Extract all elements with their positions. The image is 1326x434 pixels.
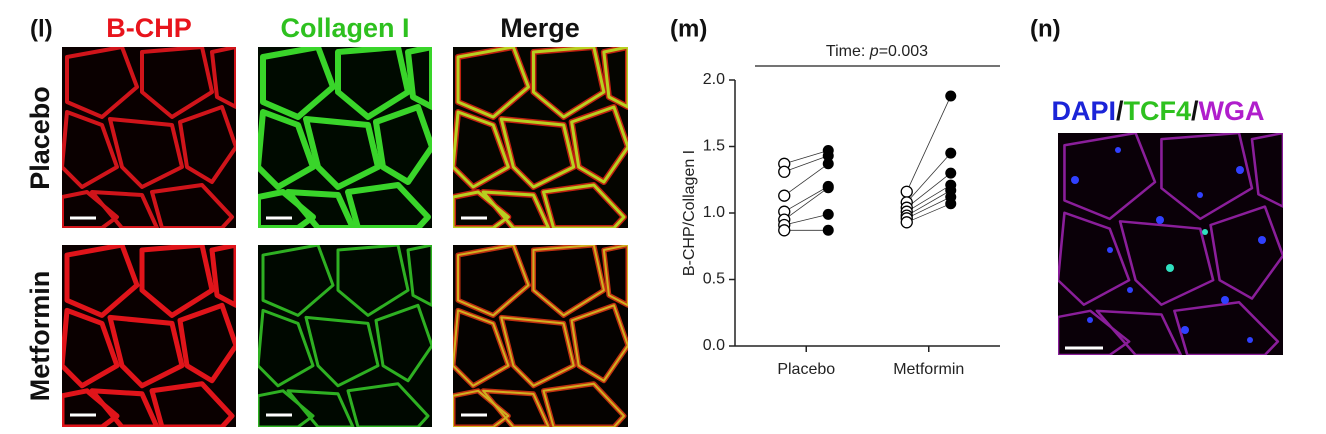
point-after [822, 182, 834, 194]
annotation: Time: p=0.003 [826, 43, 928, 60]
point-after [945, 147, 957, 159]
stain: DAPI [1051, 96, 1116, 126]
point-after [822, 208, 834, 220]
stain: TCF4 [1124, 96, 1192, 126]
y-tick-label: 0.5 [703, 271, 725, 288]
panel-label: (m) [670, 15, 707, 42]
point-before [778, 224, 791, 237]
panel-label: (n) [1030, 15, 1061, 42]
pair-line [906, 196, 951, 219]
pair-line [784, 187, 829, 220]
micrographs [62, 47, 628, 427]
point-after [945, 90, 957, 102]
point-after [822, 150, 834, 162]
column-header: Collagen I [280, 13, 409, 43]
y-tick-label: 2.0 [703, 71, 725, 88]
x-tick-label: Placebo [777, 361, 835, 378]
y-tick-label: 0.0 [703, 337, 725, 354]
annotation-part: Time: [826, 43, 870, 60]
pair-line [784, 186, 829, 213]
pair-line [906, 152, 952, 203]
chart: 0.0 0.5 1.0 1.5 2.0 B-CHP/Collagen I Time: p=0… [681, 43, 1000, 378]
separator: / [1191, 96, 1199, 126]
row-label: Placebo [25, 86, 55, 190]
pair-line [784, 213, 829, 226]
pair-line [906, 184, 951, 213]
pair-line [784, 155, 829, 173]
point-before [778, 165, 791, 178]
point-after [945, 198, 957, 210]
micrograph [1058, 133, 1283, 355]
stain: WGA [1199, 96, 1265, 126]
annotation-part: =0.003 [879, 43, 928, 60]
point-after [822, 224, 834, 236]
pair-line [784, 150, 829, 165]
column-header: Merge [500, 13, 580, 43]
panel-label: (l) [30, 15, 53, 42]
point-before [900, 216, 913, 229]
column-header: B-CHP [106, 13, 192, 43]
annotation-part: p [869, 43, 879, 60]
y-tick-label: 1.5 [703, 138, 725, 155]
pair-line [906, 172, 951, 208]
point-before [900, 185, 913, 198]
row-label: Metformin [25, 271, 55, 402]
stain-label: DAPI/TCF4/WGA [1051, 96, 1264, 126]
pair-line [784, 163, 829, 197]
pair-line [906, 190, 951, 217]
pair-line [906, 95, 952, 192]
pair-line [906, 203, 951, 223]
separator: / [1116, 96, 1124, 126]
point-after [822, 158, 834, 170]
y-axis-label: B-CHP/Collagen I [681, 150, 698, 276]
y-tick-label: 1.0 [703, 204, 725, 221]
point-after [945, 167, 957, 179]
point-before [778, 189, 791, 202]
x-tick-label: Metformin [893, 361, 964, 378]
